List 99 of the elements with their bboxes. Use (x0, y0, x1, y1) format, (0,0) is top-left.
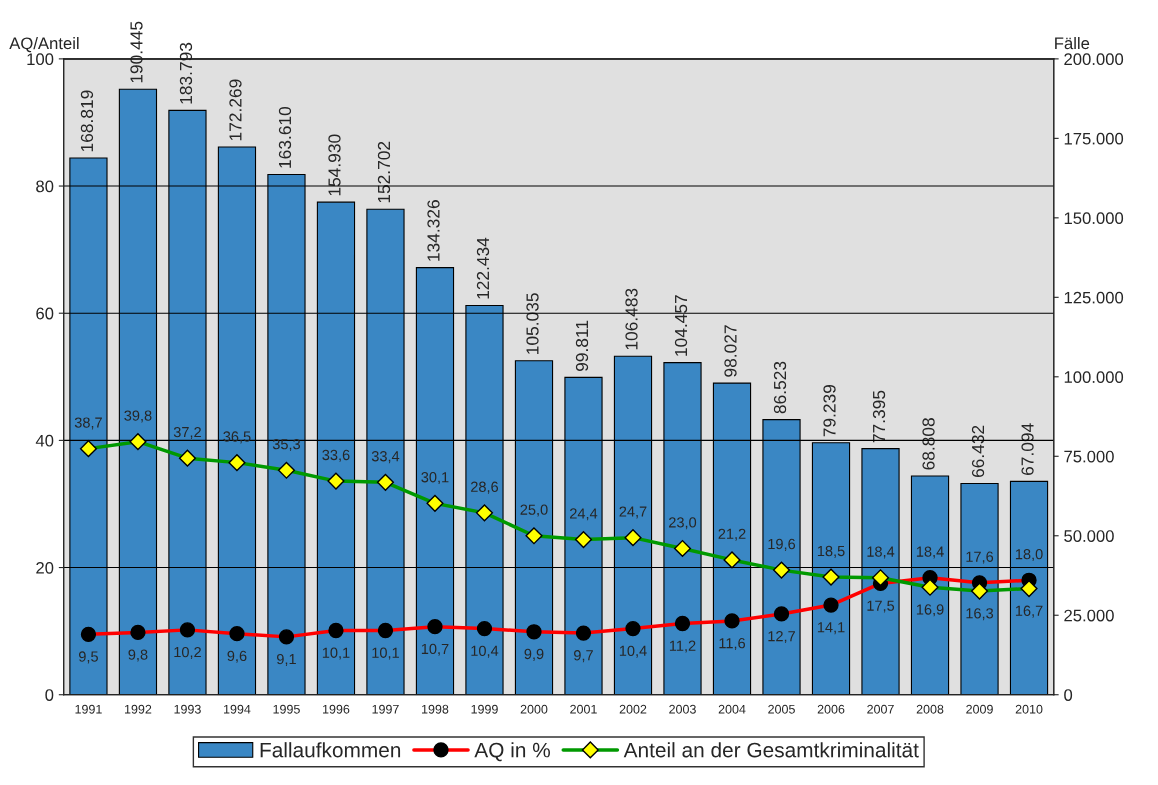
data-label: 105.035 (526, 293, 539, 354)
data-label: 14,1 (817, 622, 845, 635)
data-label: 23,0 (669, 517, 697, 530)
data-label: 18,0 (1015, 549, 1043, 562)
data-label: 11,6 (719, 638, 746, 651)
x-tick-label: 1998 (422, 704, 449, 714)
data-label: 16,7 (1015, 605, 1043, 618)
x-tick-label: 2007 (867, 704, 894, 714)
y2-tick-label: 200.000 (1064, 53, 1124, 66)
x-tick-label: 2000 (520, 704, 548, 714)
x-tick-label: 1993 (174, 704, 201, 714)
y2-axis-title: Fälle (1055, 36, 1090, 50)
x-tick-label: 2005 (768, 704, 795, 714)
data-label: 10,7 (421, 643, 449, 656)
x-tick-label: 1996 (323, 704, 350, 714)
data-label: 10,1 (322, 647, 350, 660)
data-label: 17,6 (966, 551, 994, 564)
x-tick-label: 1994 (224, 704, 251, 714)
data-label: 11,2 (669, 640, 696, 653)
x-tick-label: 2010 (1015, 704, 1043, 714)
x-tick-label: 2006 (817, 704, 845, 714)
data-label: 16,3 (966, 608, 994, 621)
y-tick-label: 0 (45, 689, 54, 701)
legend-label: Anteil an der Gesamtkriminalität (623, 742, 919, 758)
data-label: 25,0 (520, 504, 548, 517)
data-label: 9,1 (277, 653, 296, 666)
y-tick-label: 20 (36, 561, 54, 574)
data-label: 77.395 (872, 390, 886, 443)
data-label: 39,8 (124, 410, 152, 423)
x-tick-label: 2002 (619, 704, 647, 714)
data-label: 183.793 (179, 42, 193, 104)
data-label: 16,9 (916, 604, 944, 617)
data-label: 18,5 (817, 545, 845, 558)
y-tick-label: 80 (36, 180, 54, 193)
x-tick-label: 2009 (966, 704, 993, 714)
data-label: 99.811 (575, 320, 589, 372)
x-tick-label: 1995 (273, 704, 300, 714)
x-tick-label: 1991 (75, 704, 102, 714)
data-label: 172.269 (229, 79, 242, 141)
data-label: 37,2 (173, 426, 201, 439)
data-label: 9,5 (78, 651, 98, 664)
data-label: 190.445 (130, 21, 143, 83)
data-label: 33,6 (322, 449, 350, 462)
data-label: 33,4 (371, 451, 400, 464)
x-tick-label: 1997 (372, 704, 399, 714)
data-label: 12,7 (768, 631, 795, 644)
data-label: 35,3 (272, 439, 301, 452)
x-tick-label: 1992 (125, 704, 152, 714)
data-label: 19,6 (768, 538, 796, 551)
data-label: 9,8 (128, 649, 148, 662)
data-label: 9,7 (574, 650, 593, 663)
y2-tick-label: 0 (1064, 689, 1073, 701)
data-label: 30,1 (421, 472, 449, 485)
x-tick-label: 2003 (669, 704, 696, 714)
x-tick-label: 2001 (570, 704, 597, 714)
data-label: 9,9 (524, 648, 544, 661)
data-label: 79.239 (823, 384, 836, 437)
data-label: 28,6 (471, 481, 499, 494)
y-tick-label: 60 (36, 307, 54, 320)
y-axis-title: AQ/Anteil (9, 36, 79, 53)
data-label: 154.930 (328, 134, 341, 196)
data-label: 21,2 (718, 528, 746, 541)
data-label: 67.094 (1021, 423, 1034, 475)
x-tick-label: 2008 (916, 704, 944, 714)
data-label: 10,4 (471, 645, 499, 658)
data-label: 134.326 (427, 200, 440, 261)
data-label: 86.523 (773, 361, 787, 414)
data-label: 38,7 (74, 417, 102, 430)
data-label: 168.819 (80, 90, 94, 152)
data-label: 10,2 (174, 646, 201, 659)
data-label: 106.483 (625, 288, 638, 350)
y-tick-label: 100 (27, 53, 54, 66)
y2-tick-label: 125.000 (1064, 291, 1124, 304)
data-label: 10,1 (372, 647, 399, 660)
legend-label: Fallaufkommen (260, 742, 401, 758)
data-label: 152.702 (377, 141, 391, 203)
data-label: 18,4 (916, 546, 944, 559)
data-label: 163.610 (278, 106, 292, 168)
y2-tick-label: 150.000 (1064, 212, 1124, 225)
data-label: 10,4 (619, 645, 647, 658)
data-label: 9,6 (227, 650, 247, 663)
y-tick-label: 40 (35, 434, 54, 447)
y2-tick-label: 50.000 (1064, 530, 1114, 542)
y2-tick-label: 100.000 (1064, 371, 1124, 383)
data-label: 98.027 (724, 325, 737, 377)
data-label: 18,4 (867, 546, 895, 559)
data-label: 24,7 (619, 506, 647, 519)
x-tick-label: 1999 (471, 704, 498, 714)
data-label: 66.432 (971, 425, 985, 478)
x-tick-label: 2004 (718, 704, 746, 714)
y2-tick-label: 75.000 (1064, 450, 1114, 463)
data-label: 17,5 (867, 600, 895, 613)
data-label: 104.457 (674, 295, 688, 356)
data-label: 24,4 (570, 508, 598, 521)
data-label: 68.808 (922, 418, 935, 470)
y2-tick-label: 175.000 (1064, 132, 1124, 145)
data-label: 122.434 (476, 237, 490, 299)
legend-label: AQ in % (474, 742, 550, 762)
y2-tick-label: 25.000 (1064, 609, 1114, 622)
